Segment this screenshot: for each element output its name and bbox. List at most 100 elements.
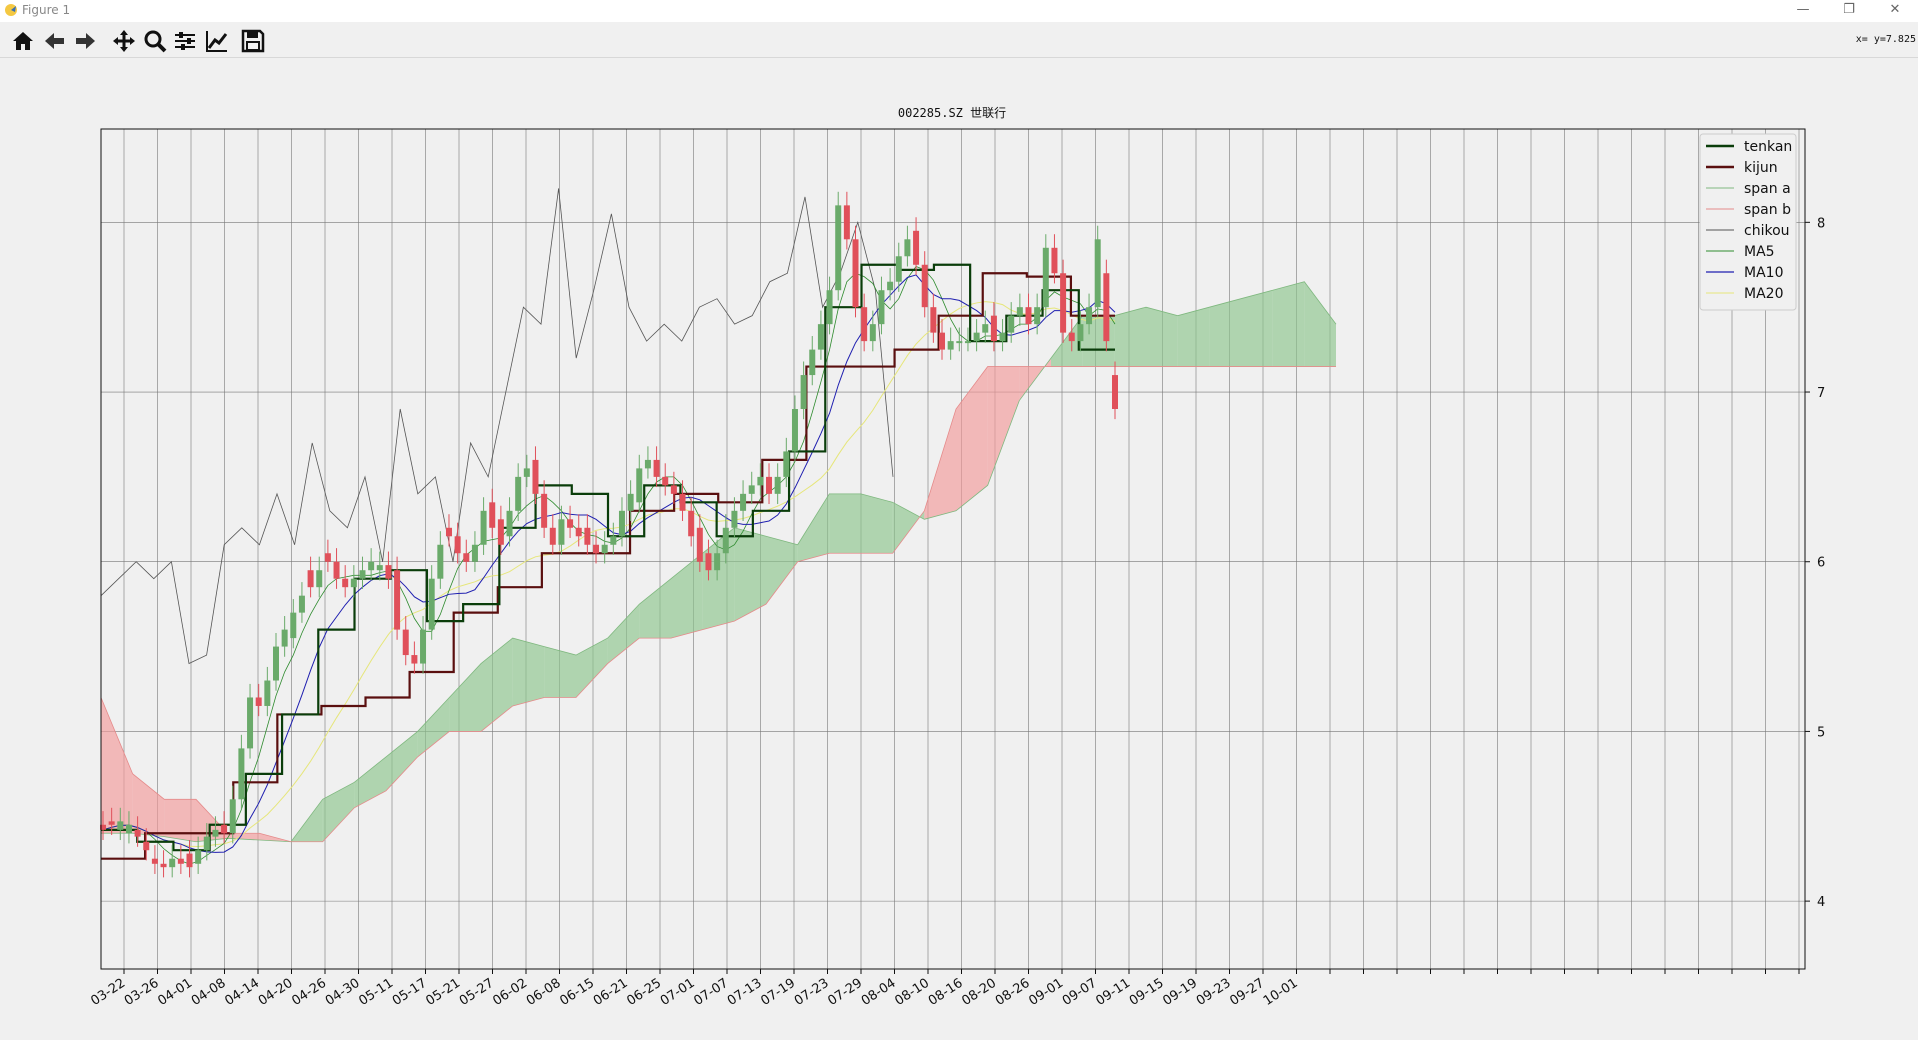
candle-body: [143, 841, 150, 851]
candle-body: [342, 578, 349, 588]
cloud-bullish-segment: [1272, 281, 1305, 367]
window-title: Figure 1: [22, 3, 71, 17]
candle-body: [437, 544, 444, 579]
candle-body: [947, 341, 954, 350]
candle-body: [100, 824, 106, 830]
indicator-lines: [100, 188, 1116, 865]
cloud-bullish-segment: [1241, 290, 1273, 367]
cloud-bearish-segment: [101, 697, 133, 834]
zoom-button[interactable]: [142, 28, 168, 54]
candle-body: [411, 655, 418, 664]
candle-body: [117, 821, 124, 830]
cloud-bullish-segment: [766, 536, 798, 605]
back-button[interactable]: [42, 28, 68, 54]
cloud-bullish-segment: [1177, 307, 1210, 367]
candle-body: [1051, 247, 1058, 274]
candle-body: [731, 510, 738, 528]
grid: [101, 129, 1805, 969]
candle-body: [826, 290, 833, 325]
cloud-bullish-segment: [354, 756, 386, 808]
cloud-bullish-segment: [322, 782, 355, 842]
candle-body: [221, 824, 228, 834]
pan-button[interactable]: [111, 28, 137, 54]
candle-body: [108, 821, 115, 825]
maximize-button[interactable]: ❐: [1843, 2, 1855, 17]
y-axis: 4 5 6 7 8: [1805, 216, 1825, 910]
cloud-bullish-segment: [512, 638, 545, 706]
home-icon: [13, 32, 33, 50]
save-button[interactable]: [240, 28, 266, 54]
candle-body: [247, 697, 254, 749]
cloud-bullish-segment: [1051, 315, 1083, 367]
candle-body: [809, 349, 816, 376]
matplotlib-app-icon: [5, 4, 17, 16]
candle-body: [748, 485, 755, 494]
candle-body: [359, 570, 366, 579]
candle-body: [800, 375, 807, 409]
minimize-button[interactable]: —: [1796, 2, 1810, 17]
save-icon: [241, 29, 265, 53]
candle-body: [549, 527, 556, 545]
candle-body: [125, 824, 132, 834]
cloud-bullish-segment: [449, 663, 481, 732]
home-button[interactable]: [10, 28, 36, 54]
candle-body: [653, 459, 660, 477]
candle-body: [324, 553, 331, 562]
candle-body: [454, 536, 461, 554]
candle-body: [376, 565, 383, 571]
cloud-bullish-segment: [1209, 298, 1241, 367]
cloud-bearish-segment: [164, 799, 196, 842]
candle-body: [688, 510, 695, 537]
candle-body: [497, 519, 504, 545]
candle-body: [610, 536, 617, 545]
candle-body: [670, 485, 677, 494]
cloud-bullish-segment: [1114, 307, 1146, 367]
candle-body: [385, 565, 392, 579]
candle-body: [1060, 273, 1067, 333]
legend: tenkan kijun span a span b chikou MA5 MA10 MA20: [1699, 133, 1797, 311]
candle-body: [515, 476, 522, 511]
candle-body: [904, 239, 911, 257]
candle-body: [523, 468, 530, 477]
legend-label: span b: [1744, 202, 1791, 218]
cloud-bullish-segment: [861, 493, 893, 554]
candle-body: [618, 510, 625, 537]
candle-body: [1025, 307, 1032, 325]
candle-body: [627, 493, 634, 511]
candle-body: [281, 629, 288, 647]
edit-axis-icon: [206, 31, 228, 52]
candle-body: [316, 570, 323, 588]
title-bar: Figure 1 — ❐ ✕: [0, 0, 1918, 22]
candle-body: [593, 544, 600, 554]
candle-body: [584, 527, 591, 545]
edit-axis-button[interactable]: [204, 28, 230, 54]
candle-body: [489, 502, 496, 528]
cloud-bullish-segment: [1146, 307, 1178, 367]
configure-subplots-button[interactable]: [172, 28, 198, 54]
candle-body: [714, 553, 721, 571]
candle-body: [420, 629, 427, 664]
legend-label: chikou: [1744, 223, 1790, 239]
candle-body: [541, 493, 548, 528]
candle-body: [264, 680, 271, 706]
candle-body: [558, 519, 565, 545]
candle-body: [757, 476, 764, 486]
candle-body: [921, 264, 928, 308]
kijun-line: [101, 272, 1115, 860]
cloud-bullish-segment: [576, 638, 608, 698]
candle-body: [1042, 247, 1049, 308]
candlesticks: [100, 191, 1118, 878]
legend-label: MA5: [1744, 244, 1775, 260]
candle-body: [1016, 307, 1023, 316]
candle-body: [835, 205, 842, 291]
candle-body: [878, 290, 885, 325]
forward-button[interactable]: [72, 28, 98, 54]
cloud-bullish-segment: [829, 493, 861, 554]
close-button[interactable]: ✕: [1889, 2, 1901, 17]
cloud-bullish-segment: [417, 697, 450, 757]
chikou-line: [100, 188, 894, 665]
candle-body: [964, 341, 971, 344]
cloud-bullish-segment: [481, 638, 513, 732]
candle-body: [307, 570, 314, 588]
